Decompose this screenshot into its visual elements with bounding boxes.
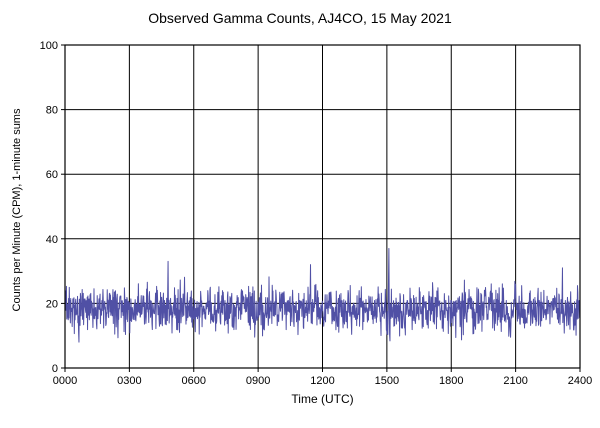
data-series-line	[64, 247, 581, 343]
y-tick-label: 0	[52, 363, 58, 375]
x-tick-label: 0900	[246, 375, 270, 387]
x-tick-label: 1200	[310, 375, 334, 387]
x-tick-label: 0300	[117, 375, 141, 387]
x-axis-label: Time (UTC)	[291, 392, 354, 406]
x-tick-label: 0600	[182, 375, 206, 387]
y-tick-label: 60	[46, 169, 58, 181]
y-tick-label: 80	[46, 105, 58, 117]
y-tick-label: 40	[46, 234, 58, 246]
x-tick-label: 1500	[375, 375, 399, 387]
x-tick-label: 2100	[503, 375, 527, 387]
x-tick-label: 0000	[53, 375, 77, 387]
x-tick-label: 2400	[568, 375, 592, 387]
y-tick-label: 20	[46, 298, 58, 310]
y-tick-label: 100	[40, 40, 58, 52]
x-tick-label: 1800	[439, 375, 463, 387]
plot-frame	[64, 44, 581, 369]
chart-title: Observed Gamma Counts, AJ4CO, 15 May 202…	[148, 10, 452, 26]
